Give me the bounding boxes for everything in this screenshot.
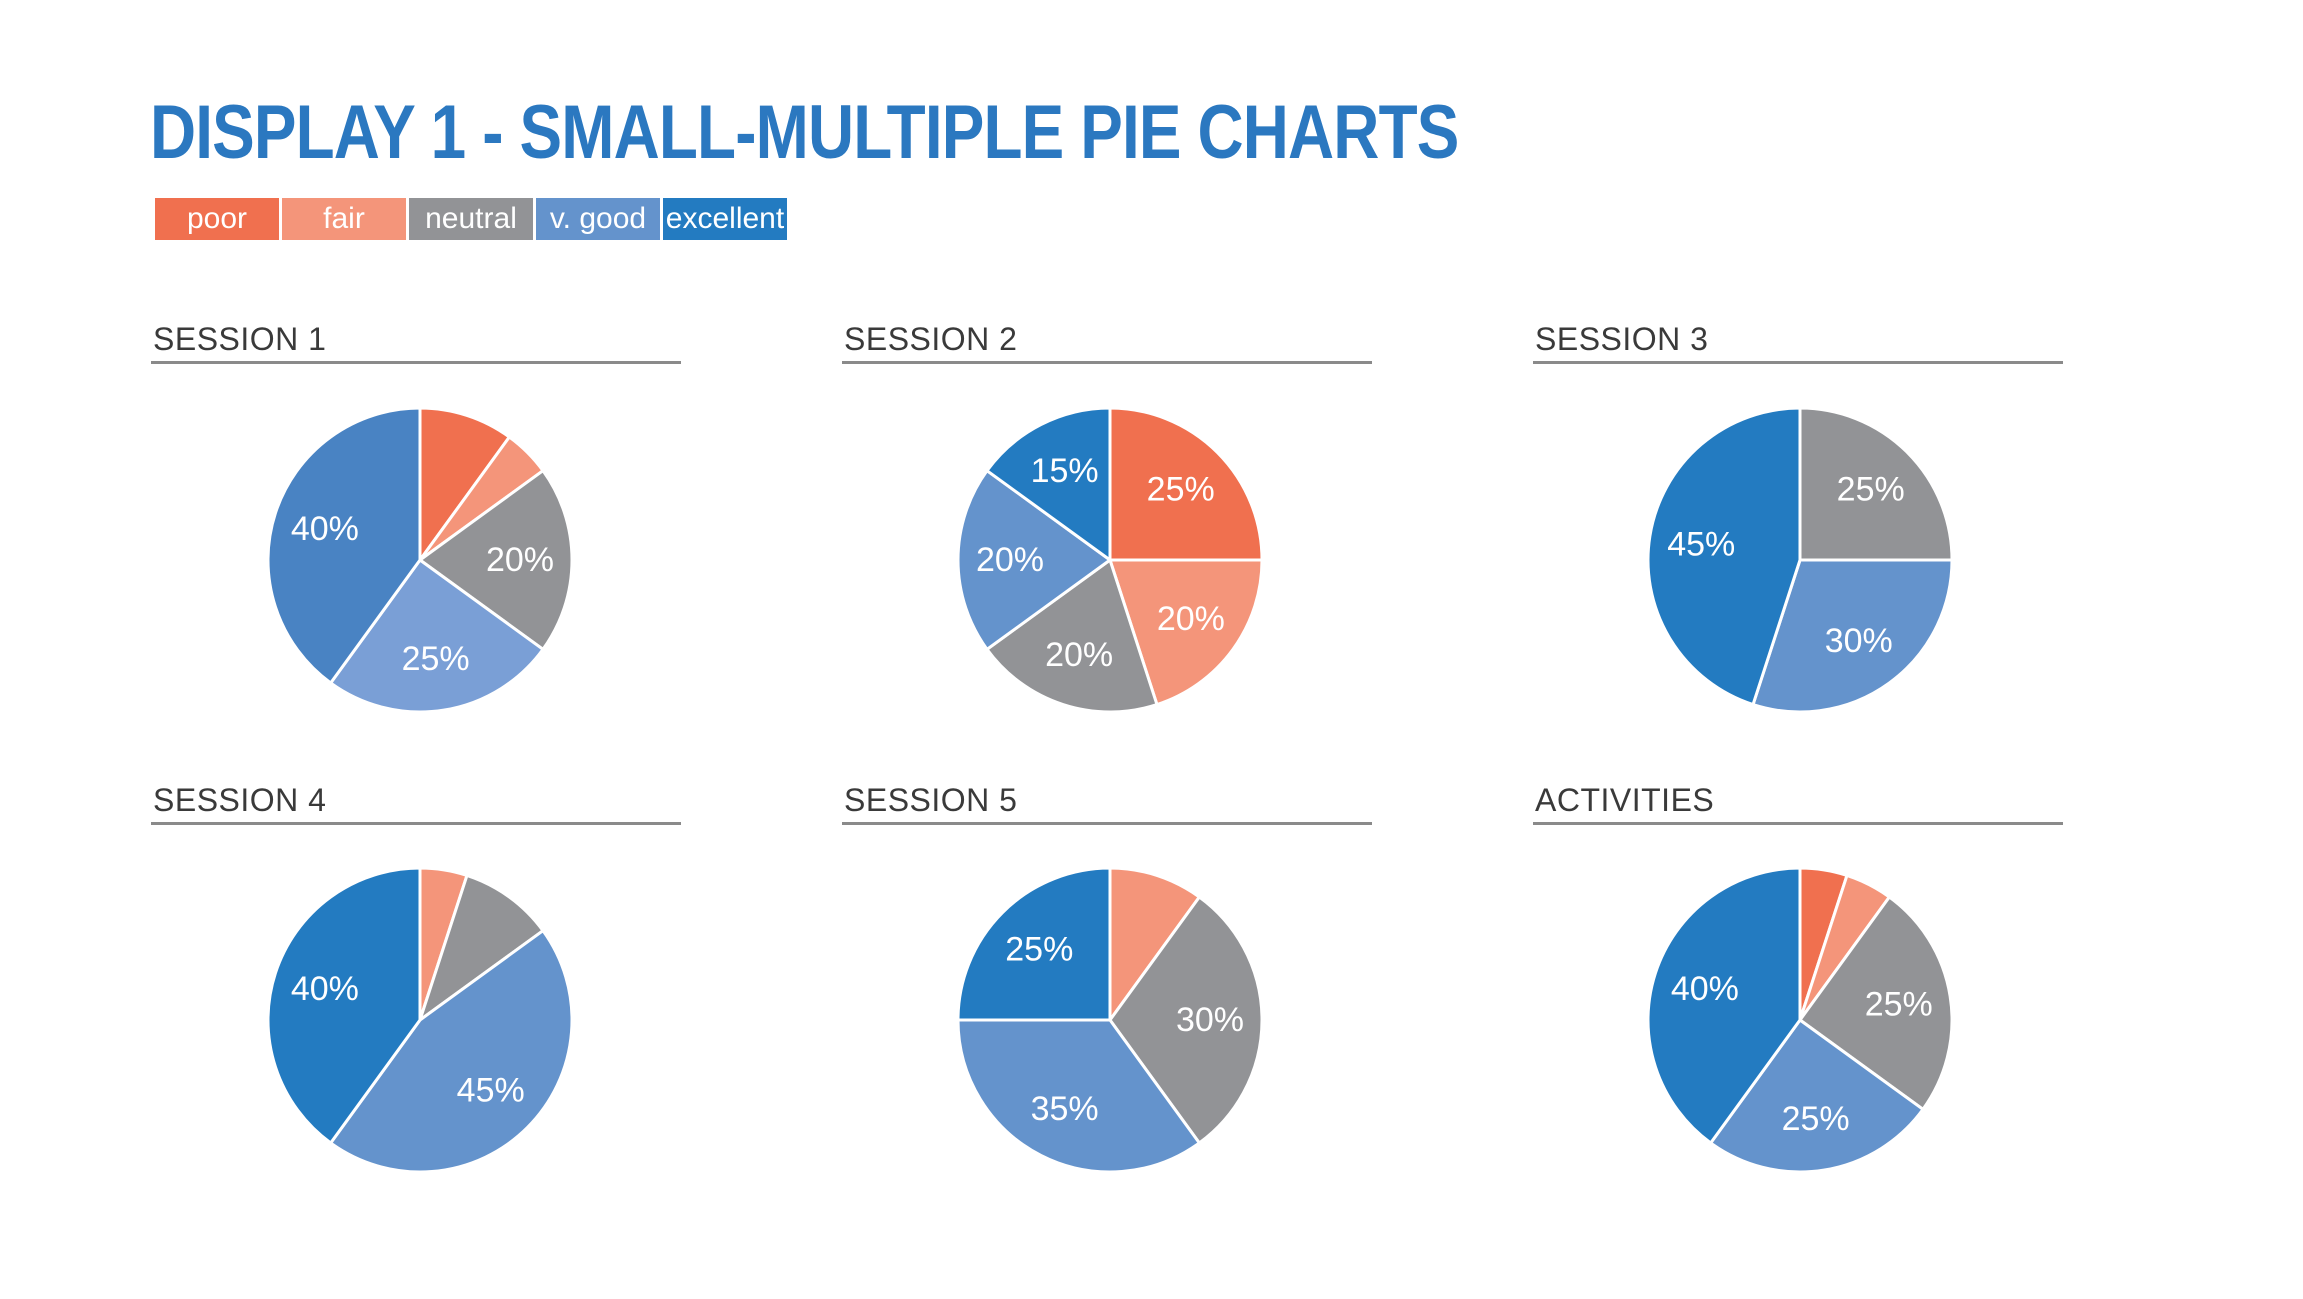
pie-slice-excellent	[266, 406, 422, 685]
slice-data-label: 25%	[1005, 930, 1073, 968]
pie-slice-excellent	[956, 866, 1112, 1022]
pie-chart-session-3: 25% 30% 45%	[1646, 406, 1954, 714]
slice-data-label: 20%	[976, 541, 1044, 579]
chart-panel-session-3: SESSION 3	[1533, 317, 2063, 364]
pie-chart-session-5: 30% 35% 25%	[956, 866, 1264, 1174]
chart-title: SESSION 2	[842, 317, 1372, 364]
slice-data-label: 25%	[1865, 985, 1933, 1023]
pie-slice-fair	[1108, 558, 1264, 707]
slice-data-label: 25%	[1782, 1100, 1850, 1138]
slice-data-label: 45%	[1667, 525, 1735, 563]
slice-data-label: 30%	[1825, 622, 1893, 660]
pie-slice-v-good	[956, 1018, 1201, 1174]
legend-item-fair: fair	[282, 198, 406, 240]
pie-slice-fair	[1108, 866, 1201, 1022]
slice-data-label: 40%	[291, 510, 359, 548]
chart-title: SESSION 1	[151, 317, 681, 364]
pie-slice-excellent	[985, 406, 1112, 562]
chart-title: SESSION 5	[842, 778, 1372, 825]
pie-slice-neutral	[418, 873, 545, 1022]
pie-slice-excellent	[1646, 866, 1802, 1145]
chart-panel-session-2: SESSION 2	[842, 317, 1372, 364]
slice-data-label: 40%	[1671, 970, 1739, 1008]
pie-slice-neutral	[1798, 895, 1954, 1111]
slice-data-label: 25%	[1837, 470, 1905, 508]
slice-data-label: 25%	[402, 640, 470, 678]
pie-slice-v-good	[329, 929, 574, 1174]
pie-slice-neutral	[1798, 406, 1954, 562]
pie-chart-session-2: 25% 20% 20% 20% 15%	[956, 406, 1264, 714]
pie-slice-v-good	[1751, 558, 1954, 714]
slice-data-label: 40%	[291, 970, 359, 1008]
slice-data-label: 15%	[1031, 452, 1099, 490]
chart-panel-activities: ACTIVITIES	[1533, 778, 2063, 825]
chart-panel-session-1: SESSION 1	[151, 317, 681, 364]
pie-slice-neutral	[418, 469, 574, 651]
pie-slice-v-good	[1709, 1018, 1925, 1174]
pie-chart-activities: 25% 25% 40%	[1646, 866, 1954, 1174]
pie-slice-neutral	[985, 558, 1159, 714]
pie-chart-session-4: 45% 40%	[266, 866, 574, 1174]
pie-chart-session-1: 20% 25% 40%	[266, 406, 574, 714]
slice-data-label: 30%	[1176, 1001, 1244, 1039]
chart-title: SESSION 3	[1533, 317, 2063, 364]
page-title: DISPLAY 1 - SMALL-MULTIPLE PIE CHARTS	[150, 90, 1459, 175]
pie-slice-excellent	[1646, 406, 1802, 707]
chart-title: SESSION 4	[151, 778, 681, 825]
legend-item-poor: poor	[155, 198, 279, 240]
slice-data-label: 20%	[486, 541, 554, 579]
pie-slice-poor	[1108, 406, 1264, 562]
chart-panel-session-5: SESSION 5	[842, 778, 1372, 825]
pie-slice-neutral	[1108, 895, 1264, 1145]
slice-data-label: 35%	[1031, 1090, 1099, 1128]
slice-data-label: 20%	[1045, 636, 1113, 674]
pie-slice-v-good	[956, 469, 1112, 651]
chart-panel-session-4: SESSION 4	[151, 778, 681, 825]
legend-item-v-good: v. good	[536, 198, 660, 240]
pie-slice-v-good	[329, 558, 545, 714]
pie-slice-excellent	[266, 866, 422, 1145]
slice-data-label: 45%	[457, 1072, 525, 1110]
slice-data-label: 25%	[1147, 470, 1215, 508]
legend: poor fair neutral v. good excellent	[155, 198, 787, 240]
legend-item-neutral: neutral	[409, 198, 533, 240]
slice-data-label: 20%	[1157, 600, 1225, 638]
legend-item-excellent: excellent	[663, 198, 787, 240]
pie-slice-poor	[418, 406, 511, 562]
chart-title: ACTIVITIES	[1533, 778, 2063, 825]
